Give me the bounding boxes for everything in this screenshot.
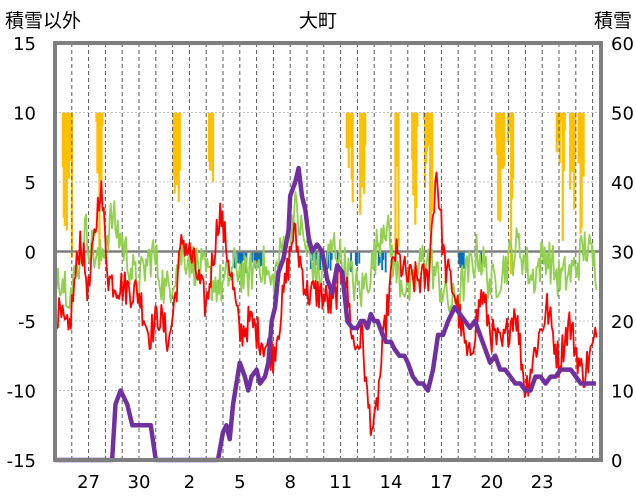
- yellow-bar: [412, 112, 415, 196]
- x-tick-label: 30: [128, 472, 151, 493]
- plot-frame: [53, 41, 603, 462]
- blue-bar: [458, 251, 460, 265]
- yellow-bar: [430, 112, 434, 212]
- blue-bar: [241, 251, 244, 261]
- blue-bar: [356, 251, 358, 266]
- blue-bar: [459, 251, 462, 268]
- y-left-tick-label: -5: [18, 312, 36, 333]
- yellow-bar: [561, 112, 564, 241]
- y-right-tick-label: 10: [611, 382, 634, 403]
- yellow-bar: [426, 112, 430, 147]
- y-left-label: 積雪以外: [5, 10, 81, 32]
- blue-bar: [258, 251, 260, 262]
- blue-bar: [240, 251, 243, 263]
- blue-bar: [330, 251, 333, 260]
- yellow-bar: [394, 112, 397, 264]
- blue-bar: [315, 251, 318, 260]
- blue-bar: [461, 251, 464, 265]
- x-tick-label: 5: [234, 472, 245, 493]
- yellow-bar: [100, 112, 103, 181]
- y-right-tick-label: 0: [611, 451, 622, 472]
- y-left-tick-label: -15: [7, 451, 36, 472]
- blue-bar: [381, 251, 384, 271]
- y-right-tick-label: 60: [611, 34, 634, 55]
- precip-bars: [61, 112, 585, 275]
- blue-bar: [233, 251, 236, 269]
- yellow-bar: [347, 112, 350, 169]
- yellow-bar: [562, 112, 565, 172]
- blue-bar: [327, 251, 330, 269]
- yellow-bar: [571, 112, 574, 172]
- yellow-bar: [211, 112, 215, 183]
- yellow-bar: [573, 112, 576, 210]
- yellow-bar: [98, 112, 101, 266]
- blue-bar: [237, 251, 240, 264]
- yellow-bar: [96, 112, 99, 174]
- blue-bar: [319, 251, 322, 271]
- blue-bar: [336, 251, 339, 265]
- chart-title: 大町: [299, 10, 337, 32]
- yellow-bar: [363, 112, 366, 194]
- y-left-tick-label: 0: [25, 243, 36, 264]
- blue-bar: [260, 251, 263, 266]
- blue-bar: [358, 251, 361, 264]
- y-left-tick-label: 10: [13, 104, 36, 125]
- yellow-bar: [359, 112, 362, 215]
- series-line-snow-depth: [55, 165, 596, 463]
- yellow-bar: [563, 112, 566, 131]
- yellow-bar: [101, 112, 104, 126]
- blue-bar: [384, 251, 387, 273]
- y-left-tick-label: -10: [7, 382, 36, 403]
- y-right-tick-label: 40: [611, 173, 634, 194]
- series-lines: [55, 165, 598, 463]
- blue-bar: [460, 251, 463, 269]
- y-left-tick-label: 5: [25, 173, 36, 194]
- blue-bar: [329, 251, 332, 271]
- yellow-bar: [558, 112, 561, 164]
- blue-bar: [259, 251, 262, 267]
- blue-bar: [382, 251, 385, 260]
- yellow-bar: [351, 112, 354, 203]
- x-tick-label: 27: [77, 472, 100, 493]
- yellow-bar: [178, 112, 181, 171]
- x-tick-label: 23: [531, 472, 554, 493]
- x-tick-label: 11: [329, 472, 352, 493]
- plot-border: [53, 41, 603, 462]
- yellow-bar: [511, 112, 515, 180]
- y-right-tick-label: 30: [611, 243, 634, 264]
- yellow-bar: [582, 112, 585, 177]
- blue-bar: [462, 251, 465, 269]
- yellow-bar: [574, 112, 577, 155]
- yellow-bar: [63, 112, 66, 226]
- yellow-bar: [503, 112, 506, 167]
- blue-bar: [251, 251, 253, 263]
- y-right-tick-label: 20: [611, 312, 634, 333]
- yellow-bar: [416, 112, 419, 127]
- yellow-bar: [580, 112, 583, 229]
- blue-bar: [354, 251, 357, 265]
- y-left-tick-label: 15: [13, 34, 36, 55]
- blue-bar: [239, 251, 242, 273]
- x-tick-label: 17: [430, 472, 453, 493]
- y-right-label: 積雪: [594, 10, 632, 32]
- series-line-red: [56, 171, 598, 437]
- blue-bar: [253, 251, 256, 261]
- y-right-tick-label: 50: [611, 104, 634, 125]
- yellow-bar: [397, 112, 400, 247]
- yellow-bar: [364, 112, 367, 147]
- x-tick-label: 20: [480, 472, 503, 493]
- x-tick-label: 8: [284, 472, 295, 493]
- blue-bar: [254, 251, 257, 269]
- yellow-bar: [569, 112, 572, 190]
- blue-bar: [377, 251, 380, 266]
- blue-bar: [378, 251, 381, 264]
- x-tick-label: 14: [380, 472, 403, 493]
- x-tick-label: 2: [184, 472, 195, 493]
- blue-bar: [256, 251, 259, 268]
- yellow-bar: [415, 112, 418, 208]
